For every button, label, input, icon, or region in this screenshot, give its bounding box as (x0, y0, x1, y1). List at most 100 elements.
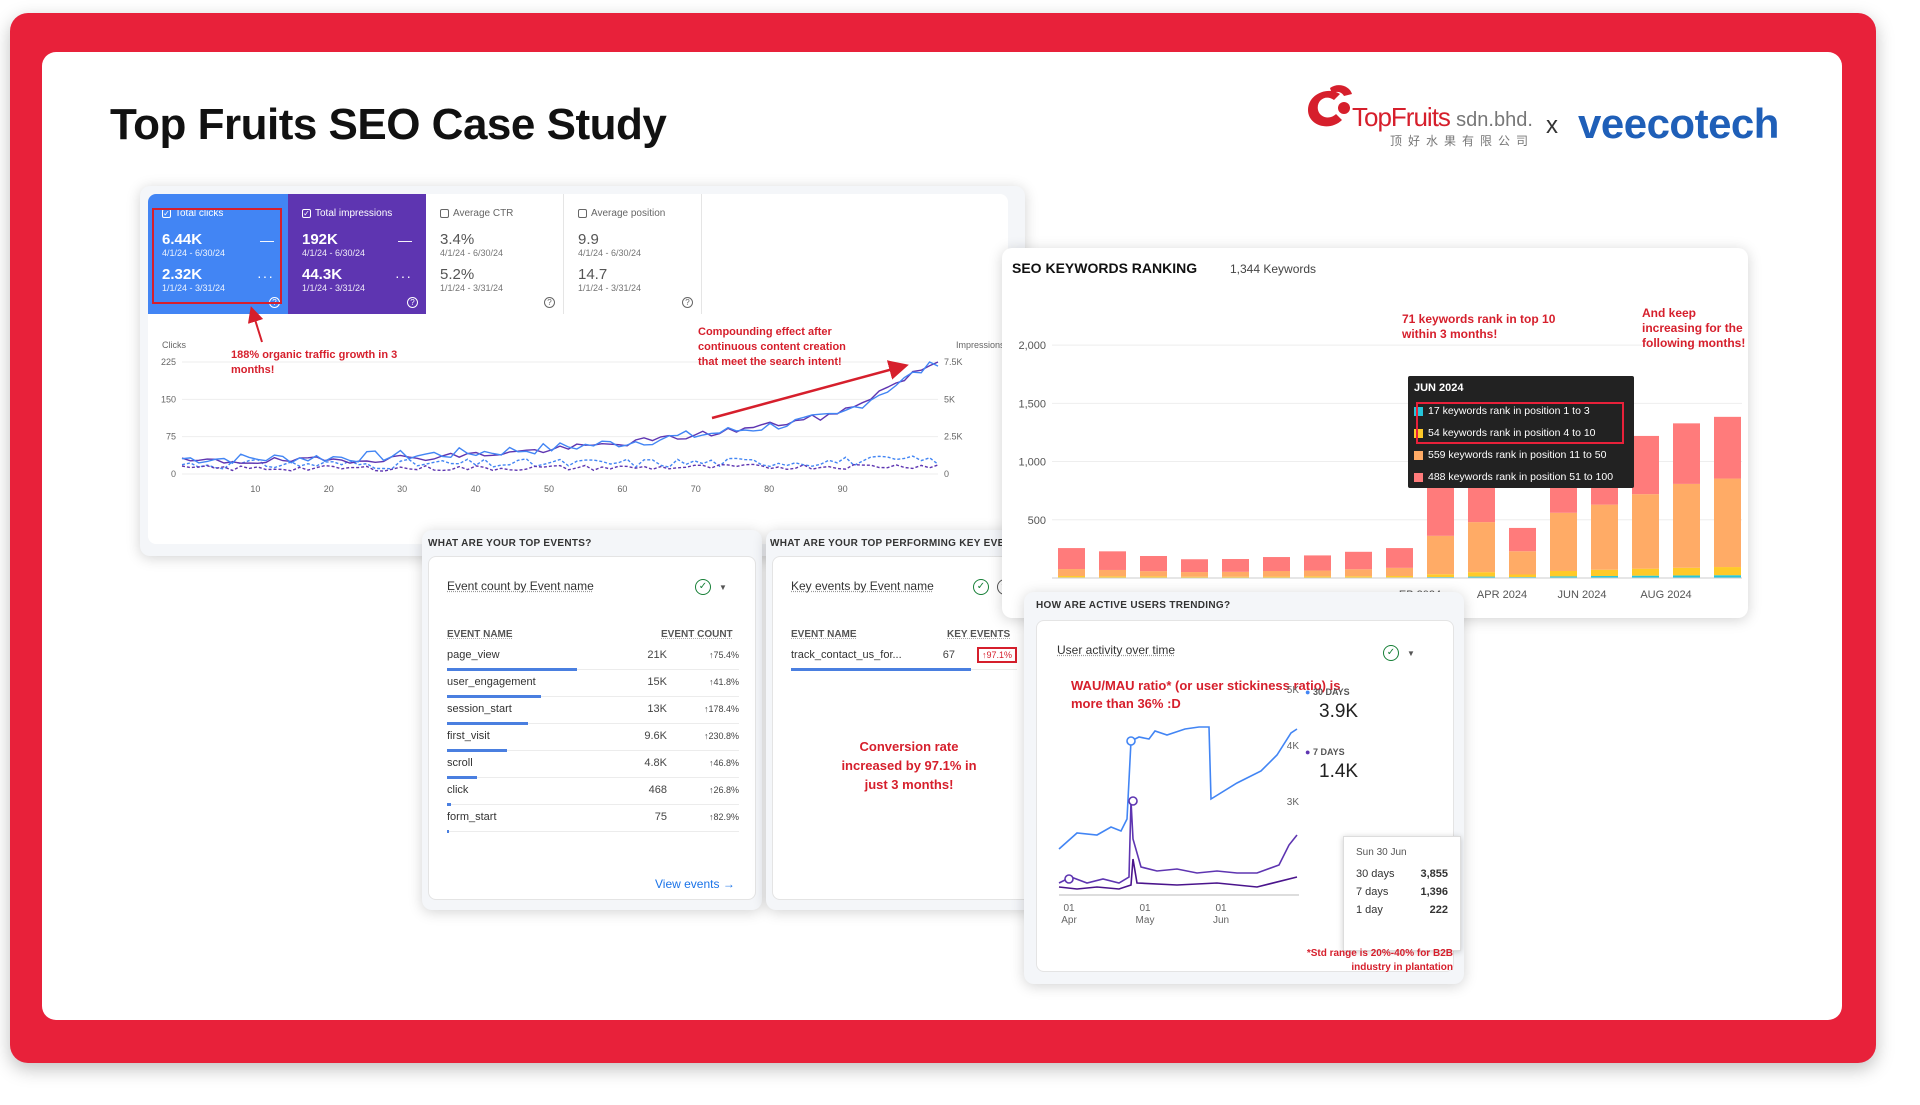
tooltip-row: 54 keywords rank in position 4 to 10 (1414, 422, 1628, 444)
tooltip-row-text: 488 keywords rank in position 51 to 100 (1428, 471, 1614, 483)
metric-average-position[interactable]: Average position 9.9 4/1/24 - 6/30/24 14.7 1… (564, 194, 702, 314)
metric-current-value: 6.44K (162, 231, 203, 248)
event-share-bar (447, 749, 507, 752)
tooltip-row-label: 7 days (1356, 886, 1389, 898)
event-share-bar (447, 695, 541, 698)
legend-swatch (1414, 406, 1423, 416)
chevron-down-icon[interactable]: ▼ (1407, 649, 1415, 658)
check-circle-icon[interactable]: ✓ (973, 579, 989, 595)
keyword-bar-segment (1263, 571, 1290, 577)
y-tick-label: 3K (1287, 797, 1300, 808)
topfruits-name: TopFruits (1352, 102, 1451, 132)
checkbox-icon[interactable] (440, 209, 449, 218)
tooltip-row: 1 day 222 (1356, 904, 1448, 916)
x-tick-month: Jun (1213, 915, 1229, 926)
metric-current-value: 9.9 (578, 231, 599, 248)
key-events-title[interactable]: Key events by Event name (791, 579, 934, 593)
table-row[interactable]: track_contact_us_for... 67 ↑97.1% (791, 643, 1017, 671)
keyword-bar-segment (1427, 535, 1454, 575)
keyword-bar-segment (1591, 504, 1618, 570)
x-tick-day: 01 (1063, 903, 1075, 914)
x-tick-label: 60 (617, 484, 627, 494)
checkbox-icon[interactable] (578, 209, 587, 218)
event-count-title[interactable]: Event count by Event name (447, 579, 594, 593)
stickiness-annotation: WAU/MAU ratio* (or user stickiness ratio… (1071, 678, 1341, 711)
keyword-bar-segment (1550, 512, 1577, 572)
keywords-count: 1,344 Keywords (1230, 262, 1317, 276)
legend-label-text: 7 DAYS (1312, 747, 1345, 757)
keyword-bar-segment (1714, 478, 1741, 568)
impressions-previous-line (181, 463, 939, 472)
left-axis-label: Clicks (162, 340, 186, 350)
check-circle-icon[interactable]: ✓ (695, 579, 711, 595)
help-icon[interactable]: ? (407, 297, 418, 308)
footnote: *Std range is 20%-40% for B2B industry i… (1306, 948, 1453, 973)
active-users-heading: HOW ARE ACTIVE USERS TRENDING? (1036, 600, 1231, 611)
tooltip-row-value: 222 (1429, 904, 1448, 916)
user-activity-title[interactable]: User activity over time (1057, 643, 1176, 657)
key-events-heading: WHAT ARE YOUR TOP PERFORMING KEY EVENTS? (770, 538, 1032, 549)
top-events-heading: WHAT ARE YOUR TOP EVENTS? (428, 538, 592, 549)
metric-average-ctr[interactable]: Average CTR 3.4% 4/1/24 - 6/30/24 5.2% 1/1/2… (426, 194, 564, 314)
top-events-panel: WHAT ARE YOUR TOP EVENTS? Event count by… (422, 530, 762, 910)
col-key-events: KEY EVENTS (947, 629, 1011, 640)
brand-logos: TopFruits sdn.bhd. 顶好水果有限公司 x veecotech (1300, 78, 1790, 158)
right-axis-label: Impressions (956, 340, 1005, 350)
y-tick-label: 1,500 (1018, 398, 1046, 410)
clicks-line (181, 361, 939, 465)
table-row[interactable]: first_visit 9.6K ↑230.8% (447, 724, 739, 752)
keyword-bar-segment (1386, 576, 1413, 578)
tooltip-highlight-box (1416, 402, 1624, 444)
table-row[interactable]: scroll 4.8K ↑46.8% (447, 751, 739, 779)
keyword-bar-segment (1673, 483, 1700, 568)
event-change: ↑82.9% (708, 812, 739, 822)
metric-previous-range: 1/1/24 - 3/31/24 (162, 283, 226, 293)
metric-total-clicks[interactable]: ✓ Total clicks 6.44K 4/1/24 - 6/30/24 2.32K 1… (148, 194, 288, 314)
checkbox-icon[interactable]: ✓ (302, 209, 311, 218)
keyword-bar-segment (1222, 571, 1249, 577)
tooltip-row: 559 keywords rank in position 11 to 50 (1414, 444, 1628, 466)
keyword-bar-segment (1427, 484, 1454, 536)
help-icon[interactable]: ? (682, 297, 693, 308)
keyword-bar-segment (1714, 567, 1741, 576)
table-row[interactable]: page_view 21K ↑75.4% (447, 643, 739, 671)
table-row[interactable]: user_engagement 15K ↑41.8% (447, 670, 739, 698)
event-count-card: Event count by Event name ✓ ▼ EVENT NAME… (428, 556, 756, 900)
legend-label-text: 30 DAYS (1312, 687, 1350, 697)
table-row[interactable]: session_start 13K ↑178.4% (447, 697, 739, 725)
keyword-bar-segment (1304, 555, 1331, 571)
keyword-bar-segment (1058, 548, 1085, 570)
col-event-name: EVENT NAME (447, 629, 513, 640)
help-icon[interactable]: ? (544, 297, 555, 308)
keyword-bar-segment (1181, 559, 1208, 573)
tooltip-row-text: 559 keywords rank in position 11 to 50 (1428, 449, 1607, 461)
keyword-bar-segment (1468, 572, 1495, 577)
view-events-link[interactable]: View events → (655, 877, 735, 891)
tooltip-row: 7 days 1,396 (1356, 886, 1448, 898)
x-tick-label: 90 (838, 484, 848, 494)
right-tick-label: 0 (944, 469, 949, 479)
veecotech-logo: veecotech (1578, 100, 1779, 147)
left-tick-label: 75 (166, 432, 176, 442)
view-events-label: View events (655, 877, 720, 891)
table-row[interactable]: form_start 75 ↑82.9% (447, 805, 739, 833)
metric-total-impressions[interactable]: ✓ Total impressions 192K 4/1/24 - 6/30/24 44… (288, 194, 426, 314)
keyword-bar-segment (1427, 574, 1454, 578)
x-tick-label: 40 (471, 484, 481, 494)
table-row[interactable]: click 468 ↑26.8% (447, 778, 739, 806)
metric-previous-range: 1/1/24 - 3/31/24 (302, 283, 366, 293)
y-tick-label: 4K (1287, 741, 1300, 752)
y-tick-label: 5K (1287, 685, 1300, 696)
clicks-highlight-box (152, 208, 282, 304)
active-users-panel: HOW ARE ACTIVE USERS TRENDING? User acti… (1024, 592, 1464, 984)
topfruits-suffix: sdn.bhd. (1456, 109, 1533, 131)
check-circle-icon[interactable]: ✓ (1383, 645, 1399, 661)
legend-dot-icon: ● (1305, 687, 1311, 697)
users-30-day-line (1058, 726, 1298, 850)
event-share-bar (447, 668, 577, 671)
chevron-down-icon[interactable]: ▼ (719, 583, 727, 592)
event-share-bar (447, 803, 451, 806)
metric-label: Average position (591, 208, 666, 219)
